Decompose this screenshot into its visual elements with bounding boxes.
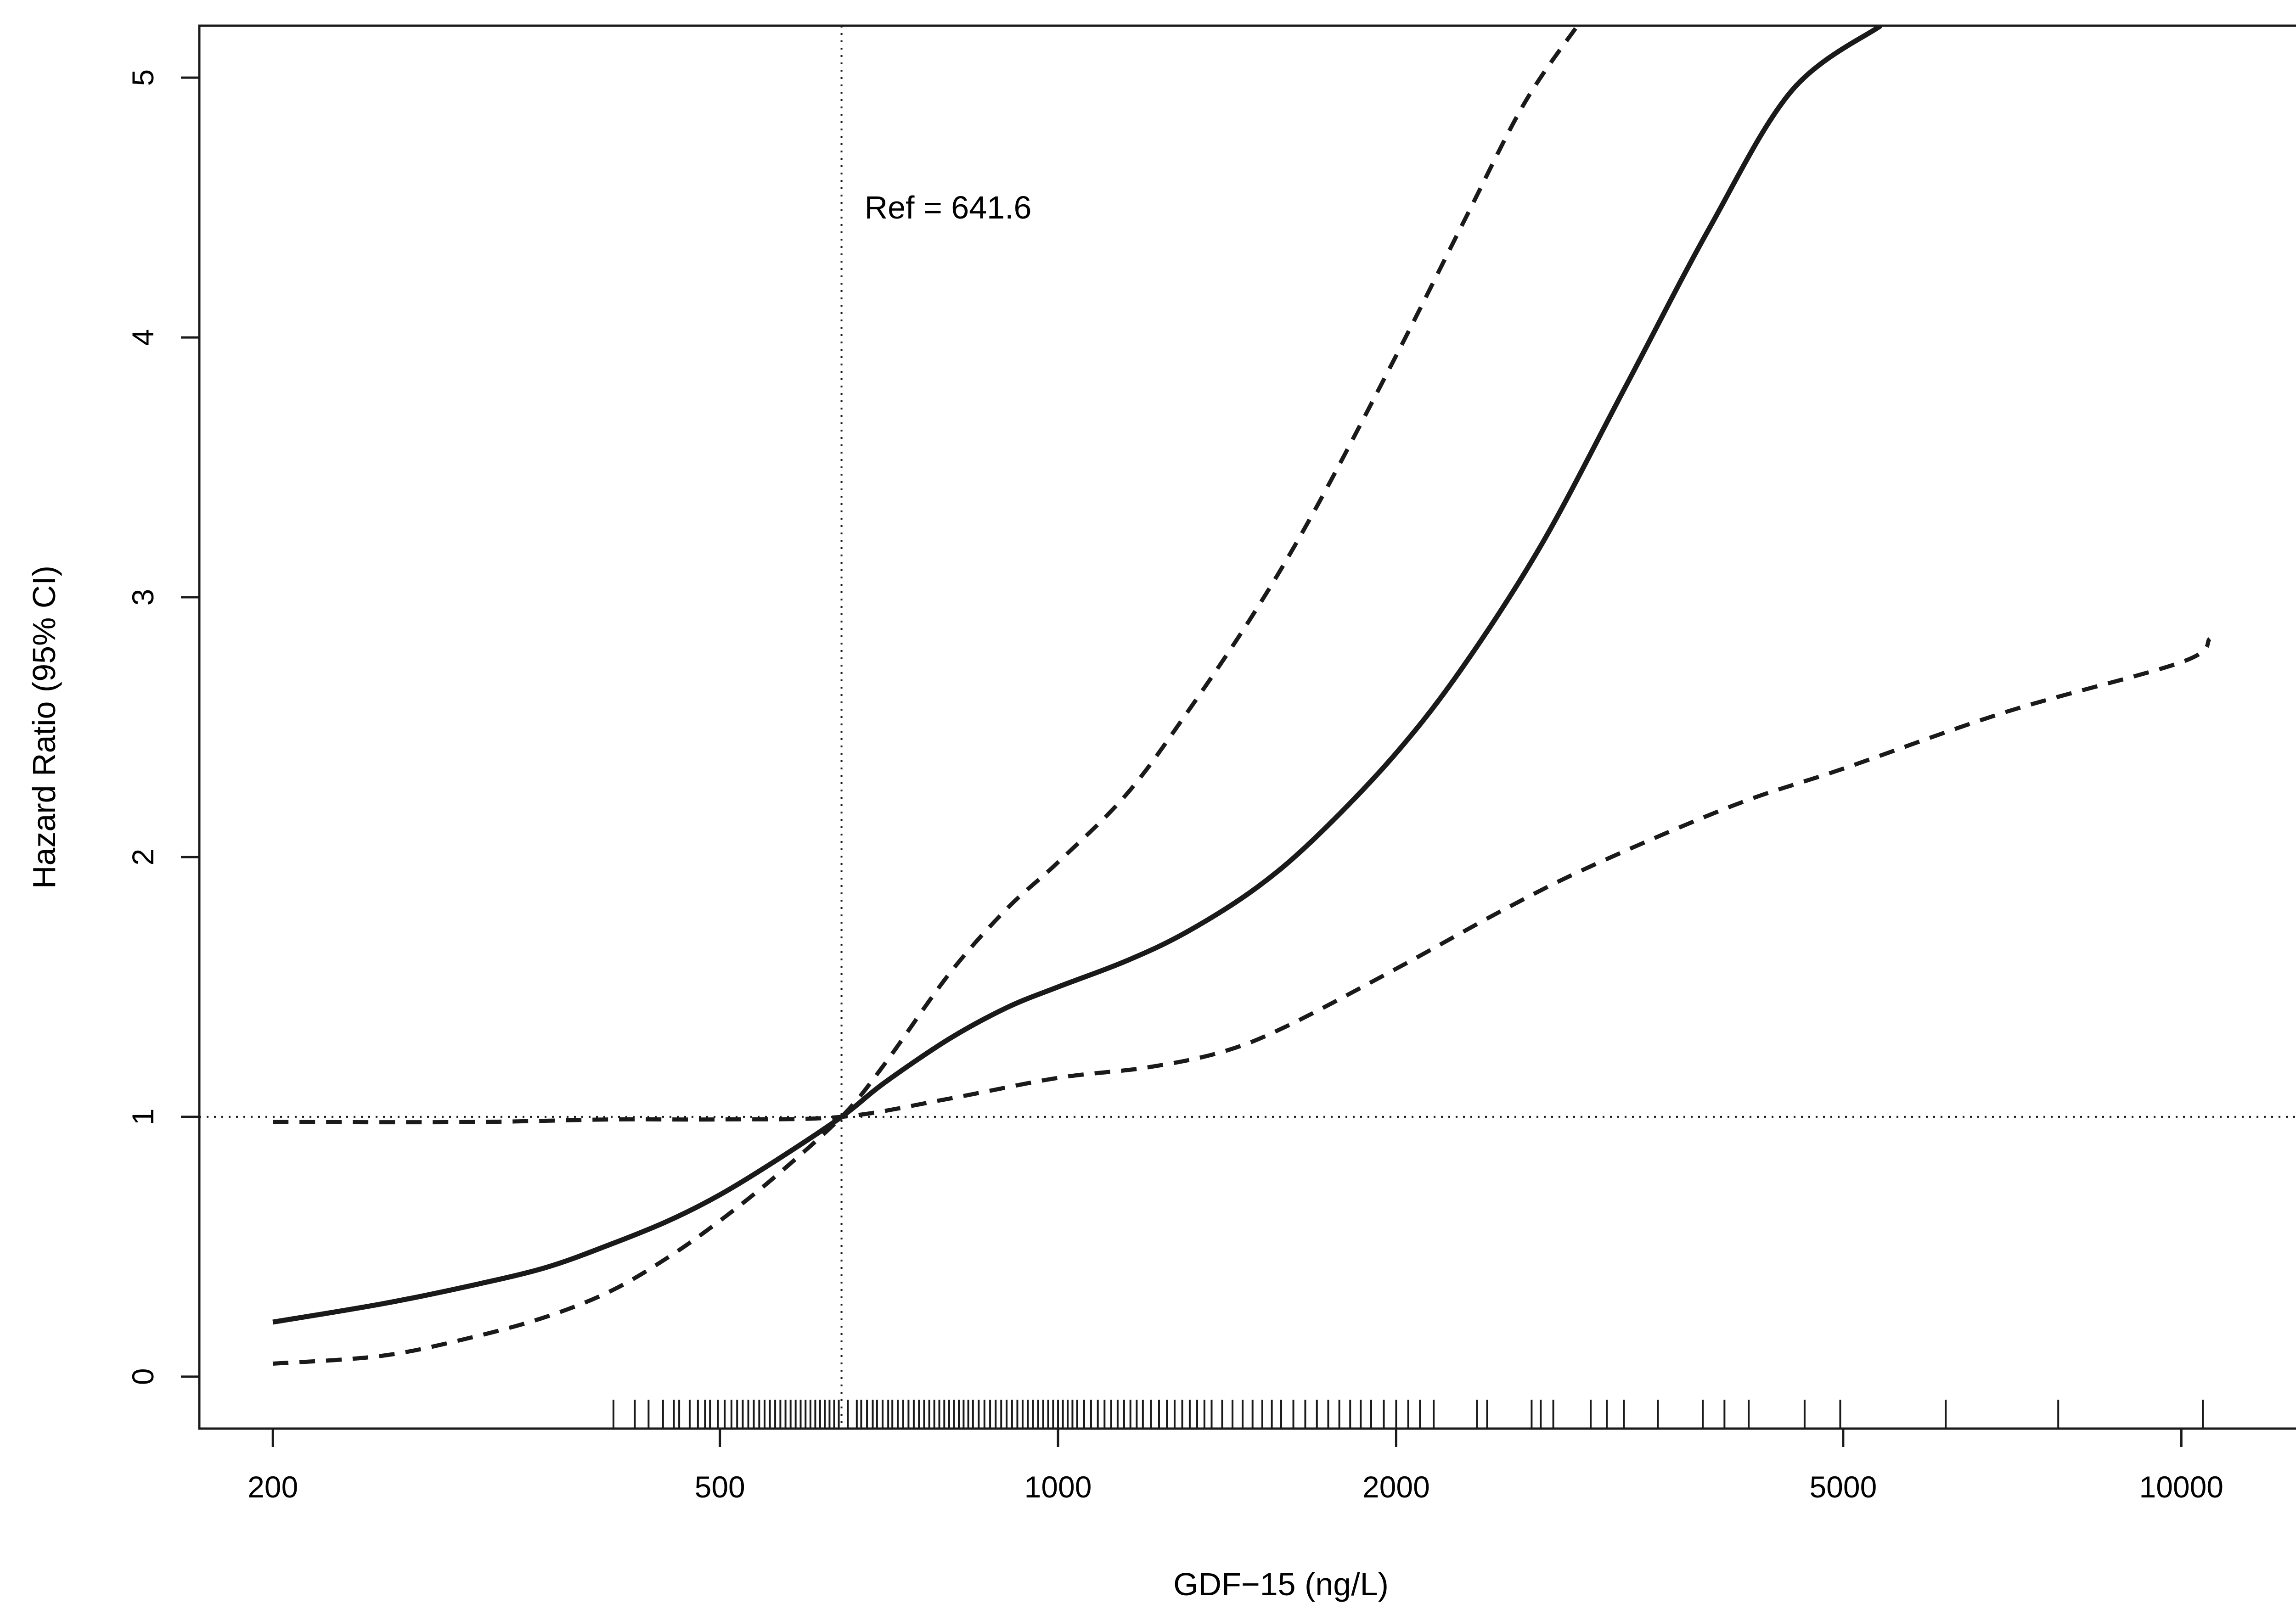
y-axis-title: Hazard Ratio (95% CI) xyxy=(26,566,62,889)
plot-frame xyxy=(198,24,2296,1430)
y-axis: 0 1 2 3 4 5 xyxy=(126,69,199,1385)
series-lines xyxy=(272,26,2212,1366)
reference-lines xyxy=(199,26,2296,1429)
x-axis-title: GDF−15 (ng/L) xyxy=(1173,1566,1389,1602)
y-tick-label: 4 xyxy=(126,329,160,346)
reference-label: Ref = 641.6 xyxy=(865,190,1032,225)
y-tick-label: 5 xyxy=(126,69,160,86)
x-tick-label: 1000 xyxy=(1024,1470,1092,1504)
y-tick-label: 1 xyxy=(126,1109,160,1126)
x-tick-label: 500 xyxy=(695,1470,745,1504)
x-tick-label: 10000 xyxy=(2139,1470,2223,1504)
ci-lower-line xyxy=(273,637,2212,1125)
y-tick-label: 0 xyxy=(126,1368,160,1385)
rug-ticks xyxy=(612,1400,2204,1429)
y-tick-label: 2 xyxy=(126,849,160,866)
ci-upper-line xyxy=(272,26,1579,1366)
y-tick-label: 3 xyxy=(126,589,160,606)
hazard-ratio-line xyxy=(272,26,1882,1325)
x-tick-label: 2000 xyxy=(1362,1470,1430,1504)
x-tick-label: 200 xyxy=(248,1470,298,1504)
x-tick-label: 5000 xyxy=(1809,1470,1877,1504)
x-axis: 200 500 1000 2000 5000 10000 xyxy=(248,1429,2223,1504)
